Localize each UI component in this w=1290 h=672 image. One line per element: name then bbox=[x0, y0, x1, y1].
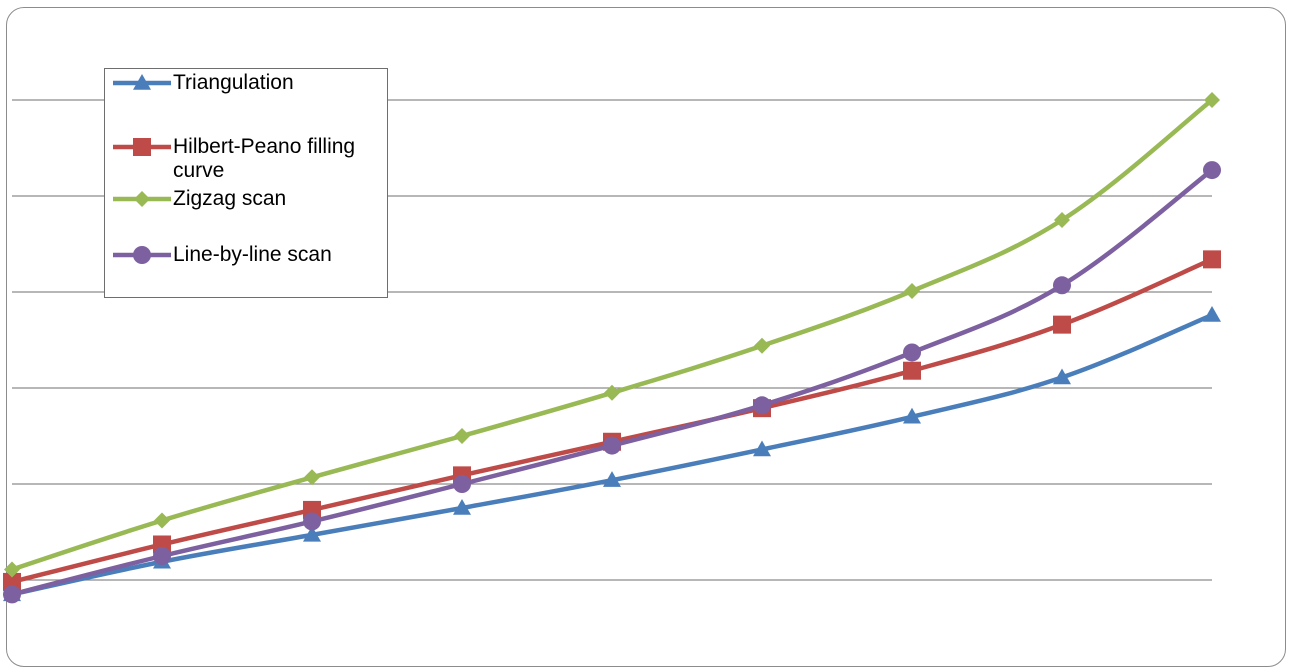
legend-label: Line-by-line scan bbox=[173, 243, 332, 266]
data-point-triangulation bbox=[453, 499, 471, 515]
data-point-zigzag-scan bbox=[754, 337, 770, 354]
data-point-triangulation bbox=[1053, 368, 1071, 385]
legend-swatch-triangulation bbox=[113, 74, 171, 90]
data-point-hilbert-peano-filling-curve bbox=[1203, 250, 1221, 269]
legend-marker-triangulation bbox=[133, 74, 151, 90]
data-point-line-by-line-scan bbox=[153, 547, 171, 565]
legend-swatch-zigzag-scan bbox=[113, 191, 171, 207]
series-line-by-line-scan bbox=[3, 161, 1221, 604]
legend-marker-zigzag-scan bbox=[134, 191, 150, 207]
data-point-line-by-line-scan bbox=[3, 585, 21, 604]
data-point-triangulation bbox=[1203, 306, 1221, 322]
data-point-triangulation bbox=[753, 440, 771, 457]
data-point-zigzag-scan bbox=[304, 469, 320, 486]
series-line-triangulation bbox=[9, 312, 1215, 597]
legend-swatch-line-by-line-scan bbox=[113, 246, 171, 264]
series-zigzag-scan bbox=[4, 92, 1220, 578]
data-point-line-by-line-scan bbox=[453, 475, 471, 493]
series-hilbert-peano-filling-curve bbox=[3, 250, 1221, 591]
data-point-line-by-line-scan bbox=[1053, 276, 1071, 295]
legend-label: Zigzag scan bbox=[173, 187, 287, 210]
data-point-zigzag-scan bbox=[154, 512, 170, 529]
data-point-line-by-line-scan bbox=[903, 343, 921, 362]
data-point-line-by-line-scan bbox=[1203, 161, 1221, 180]
data-point-hilbert-peano-filling-curve bbox=[1053, 315, 1071, 334]
legend-marker-line-by-line-scan bbox=[133, 246, 151, 264]
data-point-line-by-line-scan bbox=[753, 396, 771, 415]
series-line-hilbert-peano-filling-curve bbox=[9, 257, 1215, 585]
legend: Triangulation Hilbert-Peano filling curve… bbox=[104, 68, 388, 298]
data-point-zigzag-scan bbox=[4, 561, 20, 578]
legend-marker-hilbert-peano-filling-curve bbox=[133, 138, 151, 156]
legend-swatch-hilbert-peano-filling-curve bbox=[113, 138, 171, 156]
data-point-line-by-line-scan bbox=[603, 436, 621, 455]
series-layer bbox=[3, 92, 1221, 604]
data-point-triangulation bbox=[303, 525, 321, 542]
data-point-zigzag-scan bbox=[454, 428, 470, 444]
data-point-triangulation bbox=[903, 407, 921, 424]
data-point-zigzag-scan bbox=[904, 283, 920, 300]
data-point-zigzag-scan bbox=[1054, 212, 1070, 228]
legend-label: Hilbert-Peano filling curve bbox=[173, 135, 356, 182]
legend-label: Triangulation bbox=[173, 71, 294, 94]
data-point-line-by-line-scan bbox=[303, 512, 321, 531]
data-point-zigzag-scan bbox=[604, 384, 620, 401]
data-point-zigzag-scan bbox=[1204, 92, 1220, 108]
data-point-hilbert-peano-filling-curve bbox=[3, 572, 21, 591]
data-point-hilbert-peano-filling-curve bbox=[903, 361, 921, 380]
data-point-triangulation bbox=[603, 471, 621, 487]
